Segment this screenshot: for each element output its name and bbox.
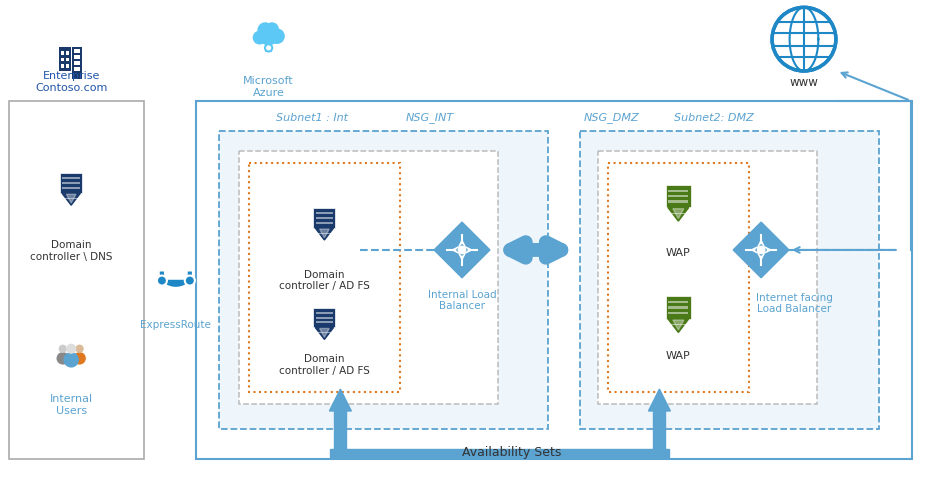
Bar: [598, 151, 817, 404]
Text: Subnet1 : Int: Subnet1 : Int: [276, 113, 349, 123]
Text: NSG_INT: NSG_INT: [406, 112, 454, 123]
Circle shape: [258, 24, 279, 46]
Bar: [66, 51, 69, 55]
Bar: [74, 67, 80, 71]
Circle shape: [253, 31, 267, 45]
Polygon shape: [67, 194, 76, 203]
Bar: [59, 47, 71, 71]
Bar: [62, 187, 80, 189]
Bar: [74, 61, 80, 65]
Bar: [668, 200, 689, 203]
Bar: [238, 151, 498, 404]
Bar: [72, 47, 82, 79]
Text: Internal Load
Balancer: Internal Load Balancer: [427, 290, 496, 312]
Bar: [74, 49, 80, 53]
FancyBboxPatch shape: [666, 297, 691, 319]
Text: Domain
controller \ DNS: Domain controller \ DNS: [30, 240, 112, 262]
Bar: [668, 190, 689, 192]
Text: NSG_DMZ: NSG_DMZ: [584, 112, 640, 123]
Circle shape: [63, 352, 79, 368]
Bar: [9, 101, 144, 459]
Bar: [316, 321, 333, 323]
Circle shape: [73, 352, 86, 365]
Bar: [62, 178, 80, 180]
Text: Availability Sets: Availability Sets: [463, 446, 562, 459]
Polygon shape: [320, 328, 329, 337]
Bar: [316, 217, 333, 219]
Circle shape: [66, 344, 76, 354]
Circle shape: [57, 352, 70, 365]
Circle shape: [75, 345, 83, 353]
Circle shape: [265, 44, 273, 51]
FancyBboxPatch shape: [313, 208, 336, 228]
Circle shape: [756, 245, 766, 255]
Bar: [66, 64, 69, 68]
Polygon shape: [330, 449, 669, 457]
Text: WAP: WAP: [666, 351, 691, 361]
Bar: [316, 222, 333, 224]
Bar: [248, 164, 400, 392]
Circle shape: [184, 276, 195, 286]
Bar: [62, 182, 80, 184]
FancyBboxPatch shape: [60, 173, 83, 193]
Circle shape: [269, 28, 285, 44]
Polygon shape: [654, 411, 666, 454]
Text: Internet facing
Load Balancer: Internet facing Load Balancer: [756, 293, 832, 314]
Bar: [265, 45, 272, 52]
Circle shape: [457, 245, 467, 255]
Polygon shape: [315, 228, 334, 240]
Bar: [219, 131, 548, 429]
Bar: [316, 312, 333, 313]
Polygon shape: [434, 222, 490, 278]
Polygon shape: [673, 320, 684, 330]
Bar: [668, 301, 689, 303]
Bar: [316, 212, 333, 214]
Bar: [74, 55, 80, 59]
Circle shape: [265, 22, 279, 36]
Bar: [668, 195, 689, 197]
Bar: [61, 64, 64, 68]
Bar: [61, 51, 64, 55]
Bar: [668, 307, 689, 309]
FancyBboxPatch shape: [666, 185, 691, 207]
Text: Subnet2: DMZ: Subnet2: DMZ: [674, 113, 755, 123]
Polygon shape: [335, 411, 347, 454]
Text: Microsoft
Azure: Microsoft Azure: [243, 76, 294, 97]
Polygon shape: [667, 207, 689, 221]
Bar: [196, 101, 911, 459]
Text: Internal
Users: Internal Users: [50, 394, 93, 416]
Bar: [316, 317, 333, 319]
Polygon shape: [673, 209, 684, 218]
Bar: [61, 58, 64, 61]
Polygon shape: [667, 319, 689, 333]
FancyBboxPatch shape: [313, 308, 336, 327]
Circle shape: [157, 276, 167, 286]
Circle shape: [258, 22, 273, 38]
Text: WAP: WAP: [666, 248, 691, 258]
Text: www: www: [790, 76, 819, 89]
Bar: [607, 164, 749, 392]
Polygon shape: [329, 389, 351, 411]
Text: Enterprise
Contoso.com: Enterprise Contoso.com: [35, 71, 108, 93]
Text: ExpressRoute: ExpressRoute: [140, 320, 211, 330]
Bar: [579, 131, 879, 429]
Polygon shape: [315, 327, 334, 339]
Text: Domain
controller / AD FS: Domain controller / AD FS: [279, 270, 370, 291]
Bar: [66, 58, 69, 61]
Polygon shape: [649, 389, 670, 411]
Circle shape: [58, 345, 67, 353]
Polygon shape: [320, 229, 329, 238]
Text: Domain
controller / AD FS: Domain controller / AD FS: [279, 354, 370, 376]
Polygon shape: [62, 193, 81, 205]
Bar: [668, 312, 689, 314]
Polygon shape: [733, 222, 789, 278]
